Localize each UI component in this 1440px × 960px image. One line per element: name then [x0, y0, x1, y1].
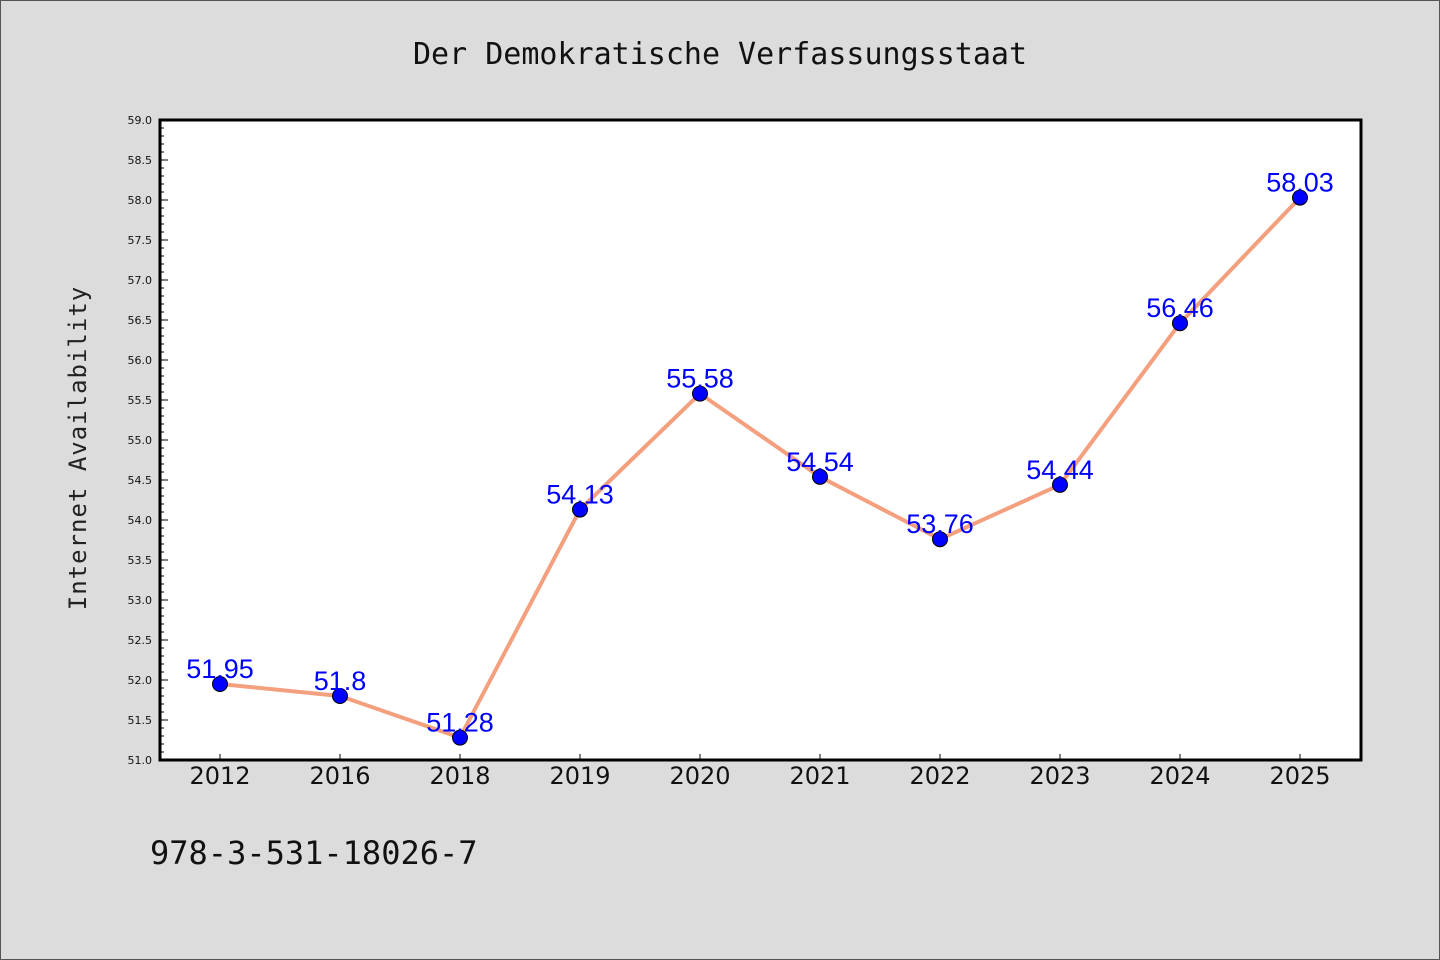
x-tick-label: 2020 [669, 762, 730, 790]
data-point-label: 54.44 [1026, 455, 1094, 485]
y-tick-label: 52.0 [128, 674, 153, 687]
data-point-label: 56.46 [1146, 293, 1214, 323]
chart-title: Der Demokratische Verfassungsstaat [413, 37, 1027, 72]
data-point-marker [572, 501, 588, 518]
x-tick-label: 2019 [549, 762, 610, 790]
data-point-marker [812, 468, 828, 485]
y-axis-ticks: 51.0 51.5 52.0 52.5 53.0 53.5 54.0 54.5 55.0 55.5… [128, 114, 168, 767]
data-point-marker [932, 531, 948, 548]
data-point-marker [692, 385, 708, 402]
data-point-marker [332, 688, 348, 704]
y-axis-label: Internet Availability [64, 286, 92, 610]
data-point-label: 53.76 [906, 509, 974, 539]
data-point-label: 55.58 [666, 364, 734, 394]
y-tick-label: 51.0 [128, 754, 153, 767]
y-tick-label: 56.0 [128, 354, 153, 367]
y-tick-label: 52.5 [128, 634, 153, 647]
plot-area [160, 120, 1361, 760]
x-tick-label: 2023 [1029, 762, 1090, 790]
y-tick-label: 53.0 [128, 594, 153, 607]
x-tick-label: 2024 [1149, 762, 1210, 790]
y-tick-label: 54.5 [128, 474, 153, 487]
data-point-label: 54.54 [786, 447, 854, 477]
data-point-label: 51.95 [186, 654, 254, 684]
x-tick-label: 2022 [909, 762, 970, 790]
data-point-marker [452, 729, 468, 746]
data-markers [212, 189, 1308, 746]
y-tick-label: 58.0 [128, 194, 153, 207]
y-tick-label: 53.5 [128, 554, 153, 567]
data-point-marker [1052, 476, 1068, 493]
y-tick-label: 51.5 [128, 714, 153, 727]
x-tick-label: 2012 [189, 762, 250, 790]
x-axis-ticks: 2012 2016 2018 2019 2020 2021 2022 2023 2024 2025 [189, 754, 1331, 790]
y-tick-label: 57.0 [128, 274, 153, 287]
data-point-marker [1172, 315, 1188, 332]
plot-border [158, 118, 1363, 762]
x-tick-label: 2016 [309, 762, 370, 790]
y-tick-label: 57.5 [128, 234, 153, 247]
data-point-label: 54.13 [546, 480, 614, 510]
isbn-footnote: 978-3-531-18026-7 [150, 834, 478, 872]
data-labels: 51.95 51.8 51.28 54.13 55.58 54.54 53.76 54.44 5… [186, 168, 1334, 738]
y-tick-label: 58.5 [128, 154, 153, 167]
y-tick-label: 59.0 [128, 114, 153, 127]
x-tick-label: 2021 [789, 762, 850, 790]
y-tick-label: 54.0 [128, 514, 153, 527]
data-point-label: 51.28 [426, 708, 494, 738]
series-line [218, 195, 1302, 740]
x-tick-label: 2025 [1269, 762, 1330, 790]
y-tick-label: 56.5 [128, 314, 153, 327]
data-point-marker [212, 676, 228, 692]
data-point-marker [1292, 189, 1308, 206]
x-tick-label: 2018 [429, 762, 490, 790]
data-point-label: 58.03 [1266, 168, 1334, 198]
data-point-label: 51.8 [314, 666, 367, 696]
y-tick-label: 55.5 [128, 394, 153, 407]
y-tick-label: 55.0 [128, 434, 153, 447]
